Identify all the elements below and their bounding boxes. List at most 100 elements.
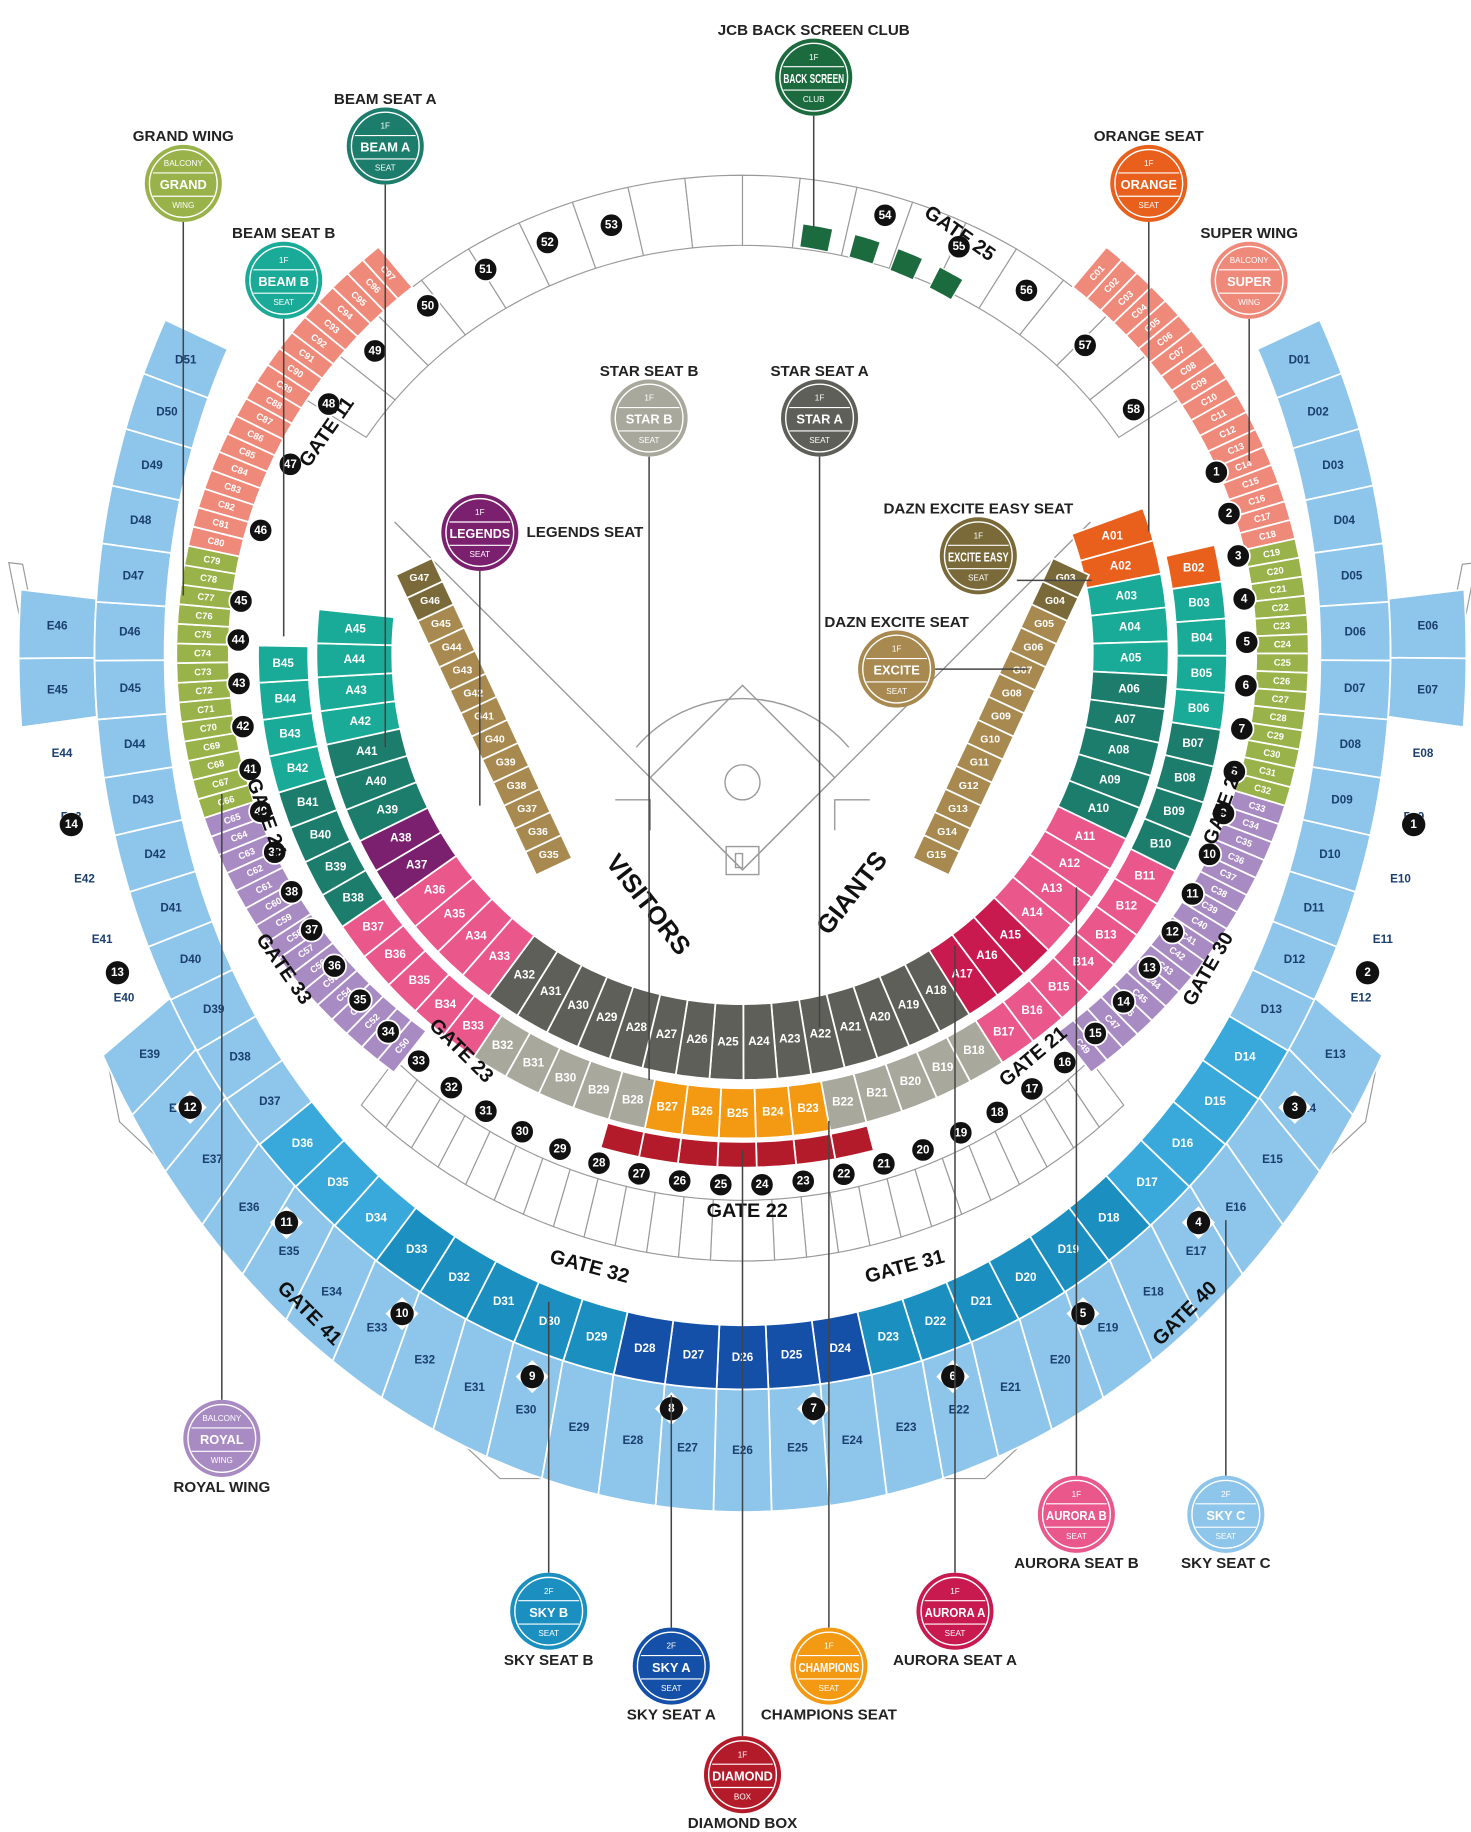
section-label: D11	[1304, 901, 1325, 914]
entrance-number: 23	[797, 1175, 810, 1188]
dugouts	[615, 800, 870, 830]
badge-kind: SEAT	[273, 298, 294, 307]
section-label: B09	[1163, 805, 1185, 818]
badge-kind: SEAT	[469, 550, 490, 559]
section-label: B37	[362, 920, 383, 933]
section-label: B39	[325, 861, 347, 874]
section-label: G13	[948, 803, 968, 815]
entrance-number: 24	[756, 1178, 769, 1191]
badge-floor: 1F	[1072, 1490, 1082, 1499]
section-label: A29	[596, 1011, 618, 1024]
section-label: D35	[327, 1176, 349, 1189]
badge-name: BEAM A	[360, 140, 410, 155]
section-label: G06	[1023, 641, 1043, 653]
section-label: C77	[197, 591, 215, 603]
entrance-number: 18	[991, 1106, 1004, 1119]
section-label: B06	[1188, 702, 1210, 715]
badge-name: SKY B	[529, 1605, 568, 1620]
badge: 2FSKY ASEATSKY SEAT A	[627, 1628, 716, 1724]
section-label: E27	[677, 1442, 698, 1455]
section-label: A35	[444, 908, 466, 921]
section-label: D32	[448, 1271, 470, 1284]
section-label: B08	[1174, 771, 1196, 784]
entrance-number: 51	[479, 263, 492, 276]
badge-name: SKY A	[652, 1660, 691, 1675]
section-label: A27	[656, 1028, 677, 1041]
entrance-number: 14	[1117, 995, 1130, 1008]
section-label: B18	[963, 1044, 985, 1057]
entrance-number: 53	[605, 219, 618, 232]
section-label: B38	[342, 891, 364, 904]
section-label: A34	[465, 930, 487, 943]
badge-floor: 1F	[1144, 159, 1154, 168]
section-label: B04	[1191, 632, 1213, 645]
entrance-number: 2	[1226, 507, 1233, 520]
badge-kind: SEAT	[1138, 201, 1159, 210]
entrance-number: 41	[244, 763, 257, 776]
section-label: A16	[976, 949, 998, 962]
section-label: D24	[830, 1342, 852, 1355]
section-label: D42	[144, 848, 166, 861]
entrance-number: 58	[1127, 403, 1140, 416]
badge-name: BEAM B	[258, 274, 309, 289]
section-label: A26	[686, 1033, 708, 1046]
section-label: G44	[442, 641, 462, 653]
section-label: B28	[622, 1093, 644, 1106]
back-screen-club	[800, 224, 833, 252]
badge: 1FORANGESEATORANGE SEAT	[1094, 128, 1205, 222]
section-label: D28	[634, 1342, 656, 1355]
badge-name: EXCITE EASY	[948, 550, 1009, 565]
entrance-number: 21	[877, 1157, 890, 1170]
section-label: C24	[1274, 639, 1292, 649]
badge-floor: BALCONY	[202, 1414, 242, 1423]
pitcher-mound	[725, 765, 760, 800]
entrance-number: 12	[1166, 925, 1179, 938]
section-label: D02	[1307, 406, 1329, 419]
badge-kind: WING	[172, 201, 194, 210]
entrance-number: 44	[232, 634, 245, 647]
entrance-number: 20	[917, 1143, 930, 1156]
badge-floor: 2F	[544, 1587, 554, 1596]
section-label: D27	[683, 1349, 704, 1362]
section-label: B26	[692, 1105, 714, 1118]
entrance-number: 12	[184, 1101, 197, 1114]
badge-floor: 1F	[815, 394, 825, 403]
section-label: D41	[160, 901, 182, 914]
entrance-number: 6	[1243, 679, 1250, 692]
section-label: E35	[279, 1245, 300, 1258]
badge: 1FSTAR BSEATSTAR SEAT B	[600, 363, 699, 457]
section-label: C76	[195, 610, 213, 621]
entrance-number: 1	[1213, 466, 1220, 479]
entrance-number: 5	[1243, 636, 1250, 649]
section-label: A39	[377, 804, 399, 817]
badge-kind: SEAT	[639, 436, 660, 445]
section-label: E13	[1325, 1048, 1346, 1061]
section-label: A38	[390, 832, 412, 845]
section-label: D13	[1261, 1003, 1283, 1016]
badge-kind: CLUB	[803, 95, 825, 104]
badge-kind: SEAT	[809, 436, 830, 445]
section-label: D25	[781, 1349, 803, 1362]
section-label: E46	[47, 620, 68, 633]
section-label: B44	[275, 692, 297, 705]
diamond-box	[678, 1138, 719, 1167]
diamond-box	[831, 1126, 874, 1160]
entrance-number: 13	[111, 966, 124, 979]
section-label: E21	[1000, 1381, 1021, 1394]
entrance-number: 17	[1025, 1082, 1038, 1095]
section-label: C23	[1273, 621, 1291, 632]
section-label: E24	[842, 1434, 863, 1447]
section-label: A19	[898, 998, 920, 1011]
badge-name: AURORA A	[925, 1605, 986, 1620]
section-label: D06	[1344, 626, 1366, 639]
section-label: E33	[367, 1322, 388, 1335]
section-label: D17	[1136, 1176, 1157, 1189]
section-label: C27	[1271, 694, 1289, 705]
section-label: D12	[1284, 953, 1306, 966]
section-label: B11	[1134, 869, 1155, 882]
section-label: G45	[431, 618, 451, 630]
badge-title: LEGENDS SEAT	[527, 524, 645, 541]
badge-title: STAR SEAT A	[770, 363, 868, 380]
section-label: B02	[1183, 561, 1205, 574]
